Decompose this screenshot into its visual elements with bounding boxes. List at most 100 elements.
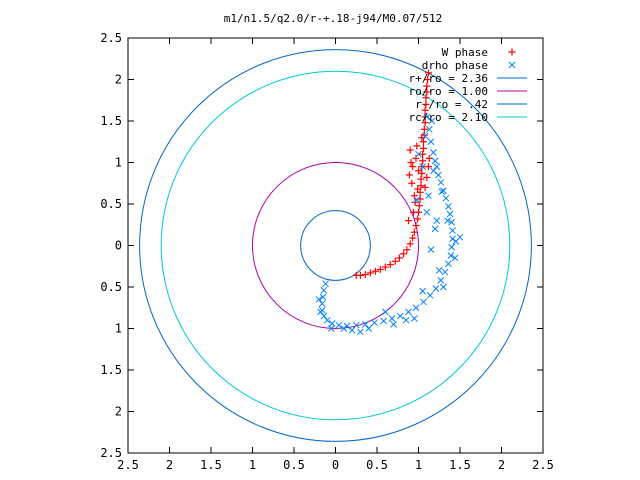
drho-phase-point-b — [435, 171, 442, 179]
x-tick-label: 1.5 — [200, 458, 222, 472]
w-phase-point — [366, 269, 374, 277]
circle-r+-curve — [139, 49, 532, 442]
drho-phase-point — [425, 192, 432, 200]
drho-phase-point-b — [431, 225, 439, 233]
x-axis-ticks: 2.5 2 1.5 1 0.5 0 0.5 1 1.5 2 2.5 — [117, 38, 554, 472]
drho-phase-point — [317, 308, 324, 316]
drho-phase-point-b — [390, 320, 397, 328]
drho-phase-point — [449, 235, 456, 243]
drho-phase-point-b — [444, 217, 451, 224]
drho-phase-point — [423, 208, 431, 216]
w-phase-point — [419, 138, 427, 146]
drho-phase-point-b — [433, 163, 441, 171]
drho-phase-point — [427, 246, 435, 254]
drho-phase-point-b — [322, 280, 329, 288]
w-phase-point — [421, 183, 429, 191]
y-tick-label: 0 — [115, 239, 122, 253]
drho-phase-point — [396, 312, 404, 320]
drho-phase-point-b — [425, 192, 432, 200]
drho-phase-point — [420, 298, 427, 306]
w-phase-point — [410, 192, 418, 200]
w-phase-point — [424, 76, 432, 83]
y-tick-label: 0.5 — [100, 280, 122, 294]
w-phase-point — [386, 261, 394, 269]
drho-phase-point-b — [440, 187, 447, 195]
x-tick-label: 2 — [498, 458, 505, 472]
legend-marker — [508, 48, 516, 56]
drho-phase-point-b — [445, 260, 452, 268]
drho-phase-point-b — [428, 117, 436, 125]
x-tick-label: 0 — [332, 458, 339, 472]
drho-phase-point — [315, 296, 323, 303]
drho-phase-point-b — [446, 210, 454, 218]
drho-phase-point-b — [327, 325, 335, 332]
drho-phase-point — [437, 277, 445, 284]
drho-phase-point-b — [441, 268, 449, 276]
w-phase-point — [424, 163, 432, 171]
drho-phase-point — [430, 149, 437, 156]
drho-phase-point-b — [396, 312, 404, 320]
w-phase-point — [414, 215, 422, 223]
drho-phase-point — [451, 254, 459, 262]
drho-phase-point — [442, 194, 450, 202]
drho-phase-point — [421, 132, 429, 140]
drho-phase-point-b — [405, 308, 412, 316]
drho-phase-point-b — [442, 194, 450, 202]
drho-phase-point-b — [438, 188, 446, 195]
w-phase-point — [424, 69, 432, 77]
drho-phase-point-b — [447, 252, 455, 259]
w-phase-point — [405, 171, 413, 179]
x-tick-label: 1 — [415, 458, 422, 472]
drho-phase-point-b — [328, 320, 336, 327]
drho-phase-point-b — [423, 113, 431, 121]
drho-phase-point — [445, 260, 452, 268]
y-tick-label: 1 — [115, 322, 122, 336]
drho-phase-point — [320, 312, 328, 320]
drho-phase-point-b — [415, 150, 422, 158]
drho-phase-point — [410, 315, 418, 322]
drho-phase-point — [431, 157, 439, 165]
drho-phase-point — [381, 308, 389, 316]
drho-phase-point — [412, 304, 420, 312]
drho-phase-point-b — [413, 196, 421, 204]
legend-marker — [508, 61, 516, 69]
w-phase-point — [419, 144, 427, 152]
circle-r--curve — [300, 210, 371, 281]
drho-phase-point — [432, 285, 440, 293]
w-phase-point — [409, 163, 417, 171]
w-phase-series — [352, 69, 433, 279]
drho-phase-point — [440, 283, 447, 291]
drho-phase-point-b — [456, 233, 464, 241]
drho-phase-point-b — [437, 179, 445, 186]
drho-phase-point — [430, 167, 437, 175]
drho-phase-point — [402, 316, 410, 324]
circle-rc-curve — [160, 70, 511, 421]
y-tick-label: 1.5 — [100, 114, 122, 128]
drho-phase-point — [322, 280, 329, 288]
drho-phase-point-b — [352, 321, 360, 329]
drho-phase-point — [433, 163, 441, 171]
data-points — [315, 69, 464, 336]
drho-phase-point — [365, 325, 373, 332]
w-phase-point — [423, 88, 431, 96]
drho-phase-point — [413, 196, 421, 204]
drho-phase-point-b — [451, 254, 459, 262]
drho-phase-point-b — [357, 328, 364, 336]
drho-phase-point-b — [388, 315, 396, 322]
drho-phase-point-b — [421, 132, 429, 140]
drho-phase-point-b — [419, 287, 427, 295]
drho-phase-point-b — [419, 163, 427, 171]
drho-phase-point — [445, 203, 452, 210]
w-phase-point — [415, 202, 423, 210]
drho-phase-point — [419, 163, 427, 171]
w-phase-point — [412, 222, 420, 230]
drho-phase-point-b — [449, 235, 456, 243]
w-phase-point — [410, 228, 418, 236]
drho-phase-point — [425, 125, 433, 133]
drho-phase-point-b — [323, 316, 331, 324]
drho-phase-point-b — [317, 308, 324, 316]
drho-phase-point — [437, 179, 445, 186]
w-phase-point — [410, 208, 418, 216]
